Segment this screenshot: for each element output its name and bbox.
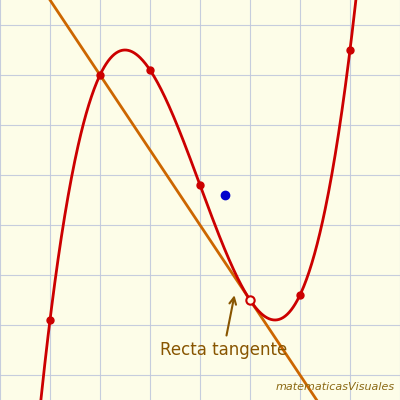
Text: Recta tangente: Recta tangente bbox=[160, 298, 287, 359]
Text: matematicasVisuales: matematicasVisuales bbox=[276, 382, 395, 392]
